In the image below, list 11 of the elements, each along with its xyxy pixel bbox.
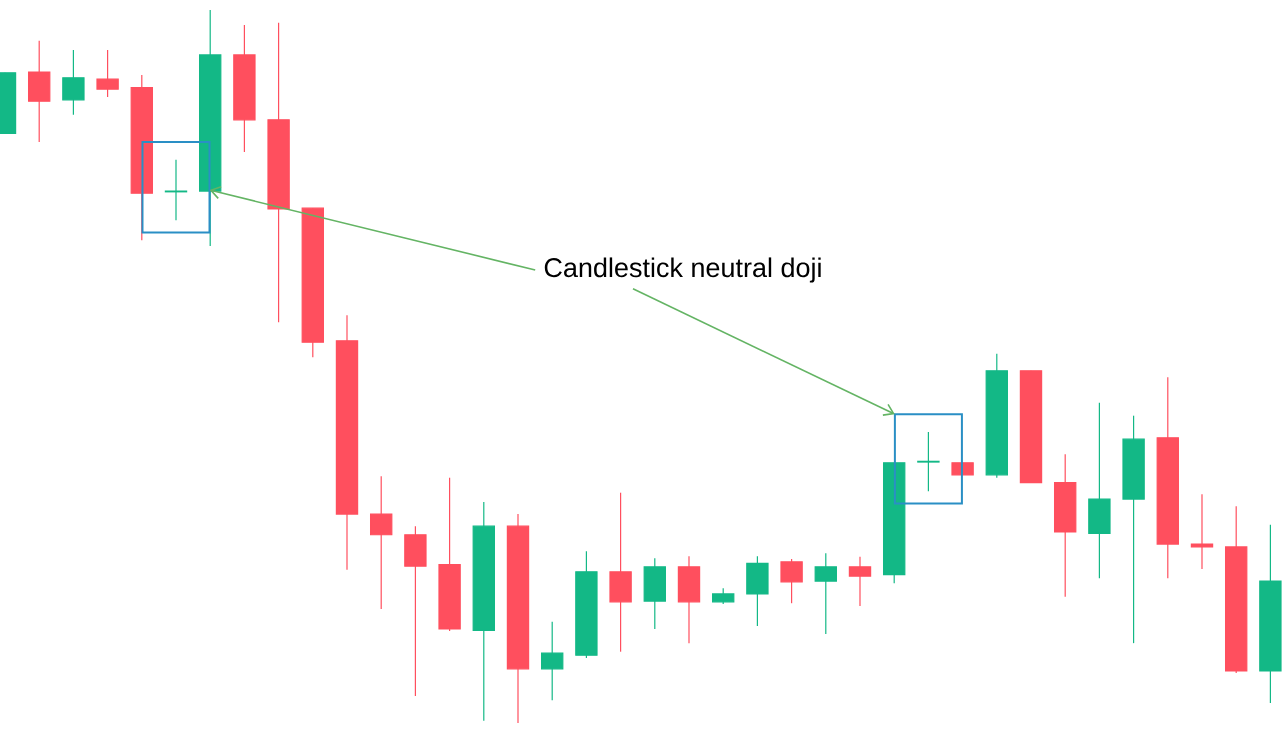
candlestick bbox=[62, 49, 85, 116]
annotation: Candlestick neutral doji bbox=[544, 257, 821, 283]
candlestick bbox=[848, 556, 872, 607]
candlestick bbox=[370, 475, 393, 610]
candlestick bbox=[814, 552, 837, 635]
candlestick bbox=[917, 431, 940, 492]
candlestick bbox=[780, 558, 803, 604]
candlestick bbox=[96, 49, 119, 98]
candlestick bbox=[1190, 493, 1214, 570]
candlestick bbox=[541, 621, 564, 701]
candlestick bbox=[164, 159, 188, 221]
